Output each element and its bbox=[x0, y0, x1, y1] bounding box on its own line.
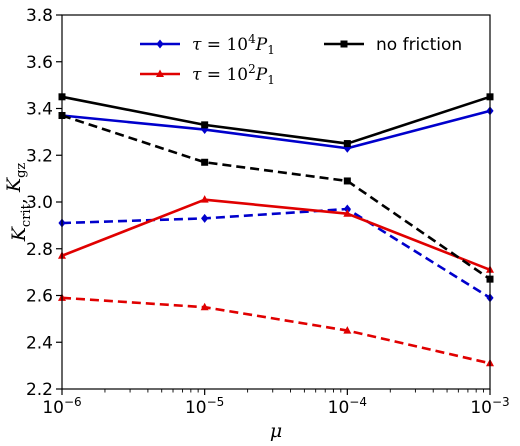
data-point bbox=[343, 140, 351, 148]
y-tick-label: 3.0 bbox=[26, 193, 53, 213]
legend-marker bbox=[156, 39, 164, 49]
legend-label: τ = 104P1 bbox=[192, 32, 275, 57]
x-axis: 10−6 10−5 10−4 10−3 bbox=[42, 389, 510, 418]
x-tick-label: 10−5 bbox=[185, 395, 224, 418]
series-1 bbox=[58, 204, 494, 303]
legend-item-1: τ = 102P1 bbox=[140, 62, 275, 87]
y-tick-label: 2.4 bbox=[26, 333, 53, 353]
data-point bbox=[343, 204, 351, 214]
y-tick-label: 2.2 bbox=[26, 380, 53, 400]
data-point bbox=[343, 326, 352, 334]
x-axis-label: μ bbox=[270, 420, 282, 442]
series-3 bbox=[58, 293, 494, 367]
data-point bbox=[343, 177, 351, 185]
y-tick-label: 2.6 bbox=[26, 287, 53, 307]
y-axis-label: Kcrit, Kgz bbox=[3, 163, 34, 243]
y-tick-label: 3.6 bbox=[26, 53, 53, 73]
svg-text:Kcrit, Kgz: Kcrit, Kgz bbox=[3, 163, 34, 243]
series-line bbox=[61, 198, 491, 271]
plot-area bbox=[62, 15, 490, 389]
y-tick-label: 3.8 bbox=[26, 6, 53, 26]
data-point bbox=[343, 209, 352, 217]
legend-label: no friction bbox=[376, 35, 462, 55]
data-point bbox=[200, 195, 209, 203]
series-line bbox=[61, 207, 491, 299]
series-line bbox=[61, 296, 491, 365]
x-tick-label: 10−6 bbox=[42, 395, 81, 418]
data-point bbox=[201, 158, 209, 166]
legend: τ = 104P1 τ = 102P1 no friction bbox=[140, 32, 462, 87]
data-point bbox=[201, 121, 209, 129]
x-tick-label: 10−3 bbox=[470, 395, 509, 418]
y-axis: 2.2 2.4 2.6 2.8 3.0 3.2 3.4 3.6 3.8 bbox=[26, 6, 62, 400]
legend-marker bbox=[340, 40, 348, 48]
legend-marker bbox=[156, 69, 164, 77]
data-point bbox=[200, 302, 209, 311]
legend-label: τ = 102P1 bbox=[192, 62, 275, 87]
series-line bbox=[61, 109, 491, 150]
data-point bbox=[201, 213, 209, 223]
legend-item-0: τ = 104P1 bbox=[140, 32, 275, 57]
y-tick-label: 3.4 bbox=[26, 100, 53, 120]
y-tick-label: 3.2 bbox=[26, 146, 53, 166]
series-line bbox=[61, 114, 491, 281]
legend-item-2: no friction bbox=[324, 35, 462, 55]
y-tick-label: 2.8 bbox=[26, 240, 53, 260]
x-tick-label: 10−4 bbox=[328, 395, 367, 418]
series-line bbox=[61, 95, 491, 145]
